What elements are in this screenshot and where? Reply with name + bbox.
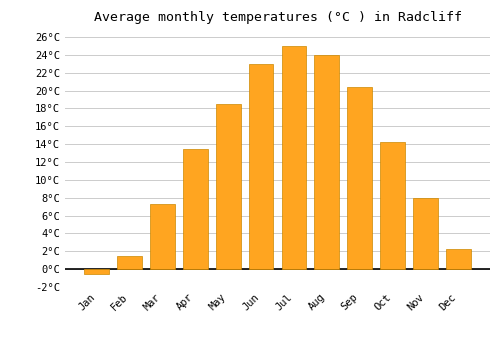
Title: Average monthly temperatures (°C ) in Radcliff: Average monthly temperatures (°C ) in Ra…	[94, 11, 462, 24]
Bar	[282, 46, 306, 269]
Bar	[446, 248, 470, 269]
Bar	[380, 142, 405, 269]
Bar	[413, 198, 438, 269]
Bar	[183, 148, 208, 269]
Bar	[150, 204, 174, 269]
Bar	[117, 256, 142, 269]
Bar	[348, 87, 372, 269]
Bar	[84, 269, 109, 274]
Bar	[216, 104, 240, 269]
Bar	[248, 64, 274, 269]
Bar	[314, 55, 339, 269]
